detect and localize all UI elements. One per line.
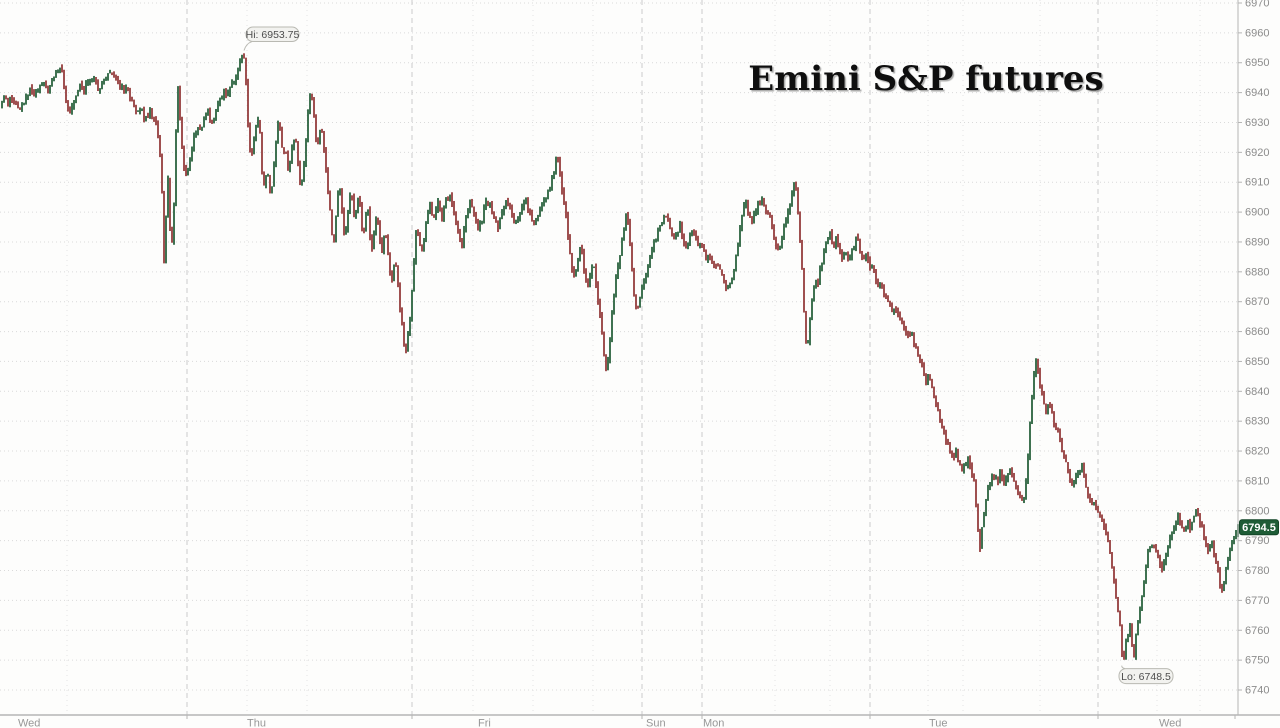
- day-separator-gridlines: [66, 0, 1201, 715]
- svg-text:6970: 6970: [1245, 0, 1269, 10]
- svg-text:6760: 6760: [1245, 625, 1269, 637]
- svg-text:Mon: Mon: [703, 718, 724, 728]
- candlestick-series: [1, 53, 1239, 660]
- svg-text:6810: 6810: [1245, 475, 1269, 487]
- low-price-callout: Lo: 6748.5: [1118, 665, 1174, 685]
- svg-text:Fri: Fri: [478, 718, 491, 728]
- high-callout-label: Hi: 6953.75: [246, 29, 300, 41]
- svg-text:6770: 6770: [1245, 595, 1269, 607]
- svg-text:6850: 6850: [1245, 356, 1269, 368]
- svg-text:Thu: Thu: [247, 718, 266, 728]
- svg-text:6840: 6840: [1245, 386, 1269, 398]
- horizontal-gridlines: [0, 2, 1238, 691]
- svg-text:6930: 6930: [1245, 117, 1269, 129]
- last-price-badge: 6794.5: [1239, 519, 1279, 536]
- svg-text:6860: 6860: [1245, 326, 1269, 338]
- high-callout-pointer: [243, 41, 253, 51]
- svg-text:6870: 6870: [1245, 296, 1269, 308]
- svg-text:Sun: Sun: [646, 718, 666, 728]
- low-callout-pointer: [1121, 665, 1126, 670]
- svg-text:6960: 6960: [1245, 27, 1269, 39]
- svg-text:6800: 6800: [1245, 505, 1269, 517]
- svg-text:6880: 6880: [1245, 266, 1269, 278]
- high-callout-box: [245, 26, 300, 43]
- svg-text:6790: 6790: [1245, 535, 1269, 547]
- high-price-callout: Hi: 6953.75: [243, 26, 300, 51]
- svg-text:6920: 6920: [1245, 147, 1269, 159]
- low-callout-label: Lo: 6748.5: [1121, 671, 1171, 683]
- svg-text:6830: 6830: [1245, 416, 1269, 428]
- last-price-badge-box: [1239, 519, 1279, 536]
- low-callout-box: [1118, 668, 1174, 685]
- svg-text:Wed: Wed: [1159, 718, 1181, 728]
- svg-text:6940: 6940: [1245, 87, 1269, 99]
- svg-text:6740: 6740: [1245, 685, 1269, 697]
- svg-text:6910: 6910: [1245, 177, 1269, 189]
- last-price-badge-label: 6794.5: [1242, 522, 1276, 534]
- svg-text:6820: 6820: [1245, 446, 1269, 458]
- svg-text:6750: 6750: [1245, 655, 1269, 667]
- svg-text:6890: 6890: [1245, 236, 1269, 248]
- svg-text:Tue: Tue: [929, 718, 948, 728]
- svg-text:6950: 6950: [1245, 57, 1269, 69]
- svg-text:Wed: Wed: [18, 718, 40, 728]
- svg-text:6900: 6900: [1245, 207, 1269, 219]
- svg-text:6780: 6780: [1245, 565, 1269, 577]
- chart-title: Emini S&P futures: [748, 59, 1103, 99]
- time-axis[interactable]: Wed Thu Fri Sun Mon Tue Wed: [18, 715, 1236, 728]
